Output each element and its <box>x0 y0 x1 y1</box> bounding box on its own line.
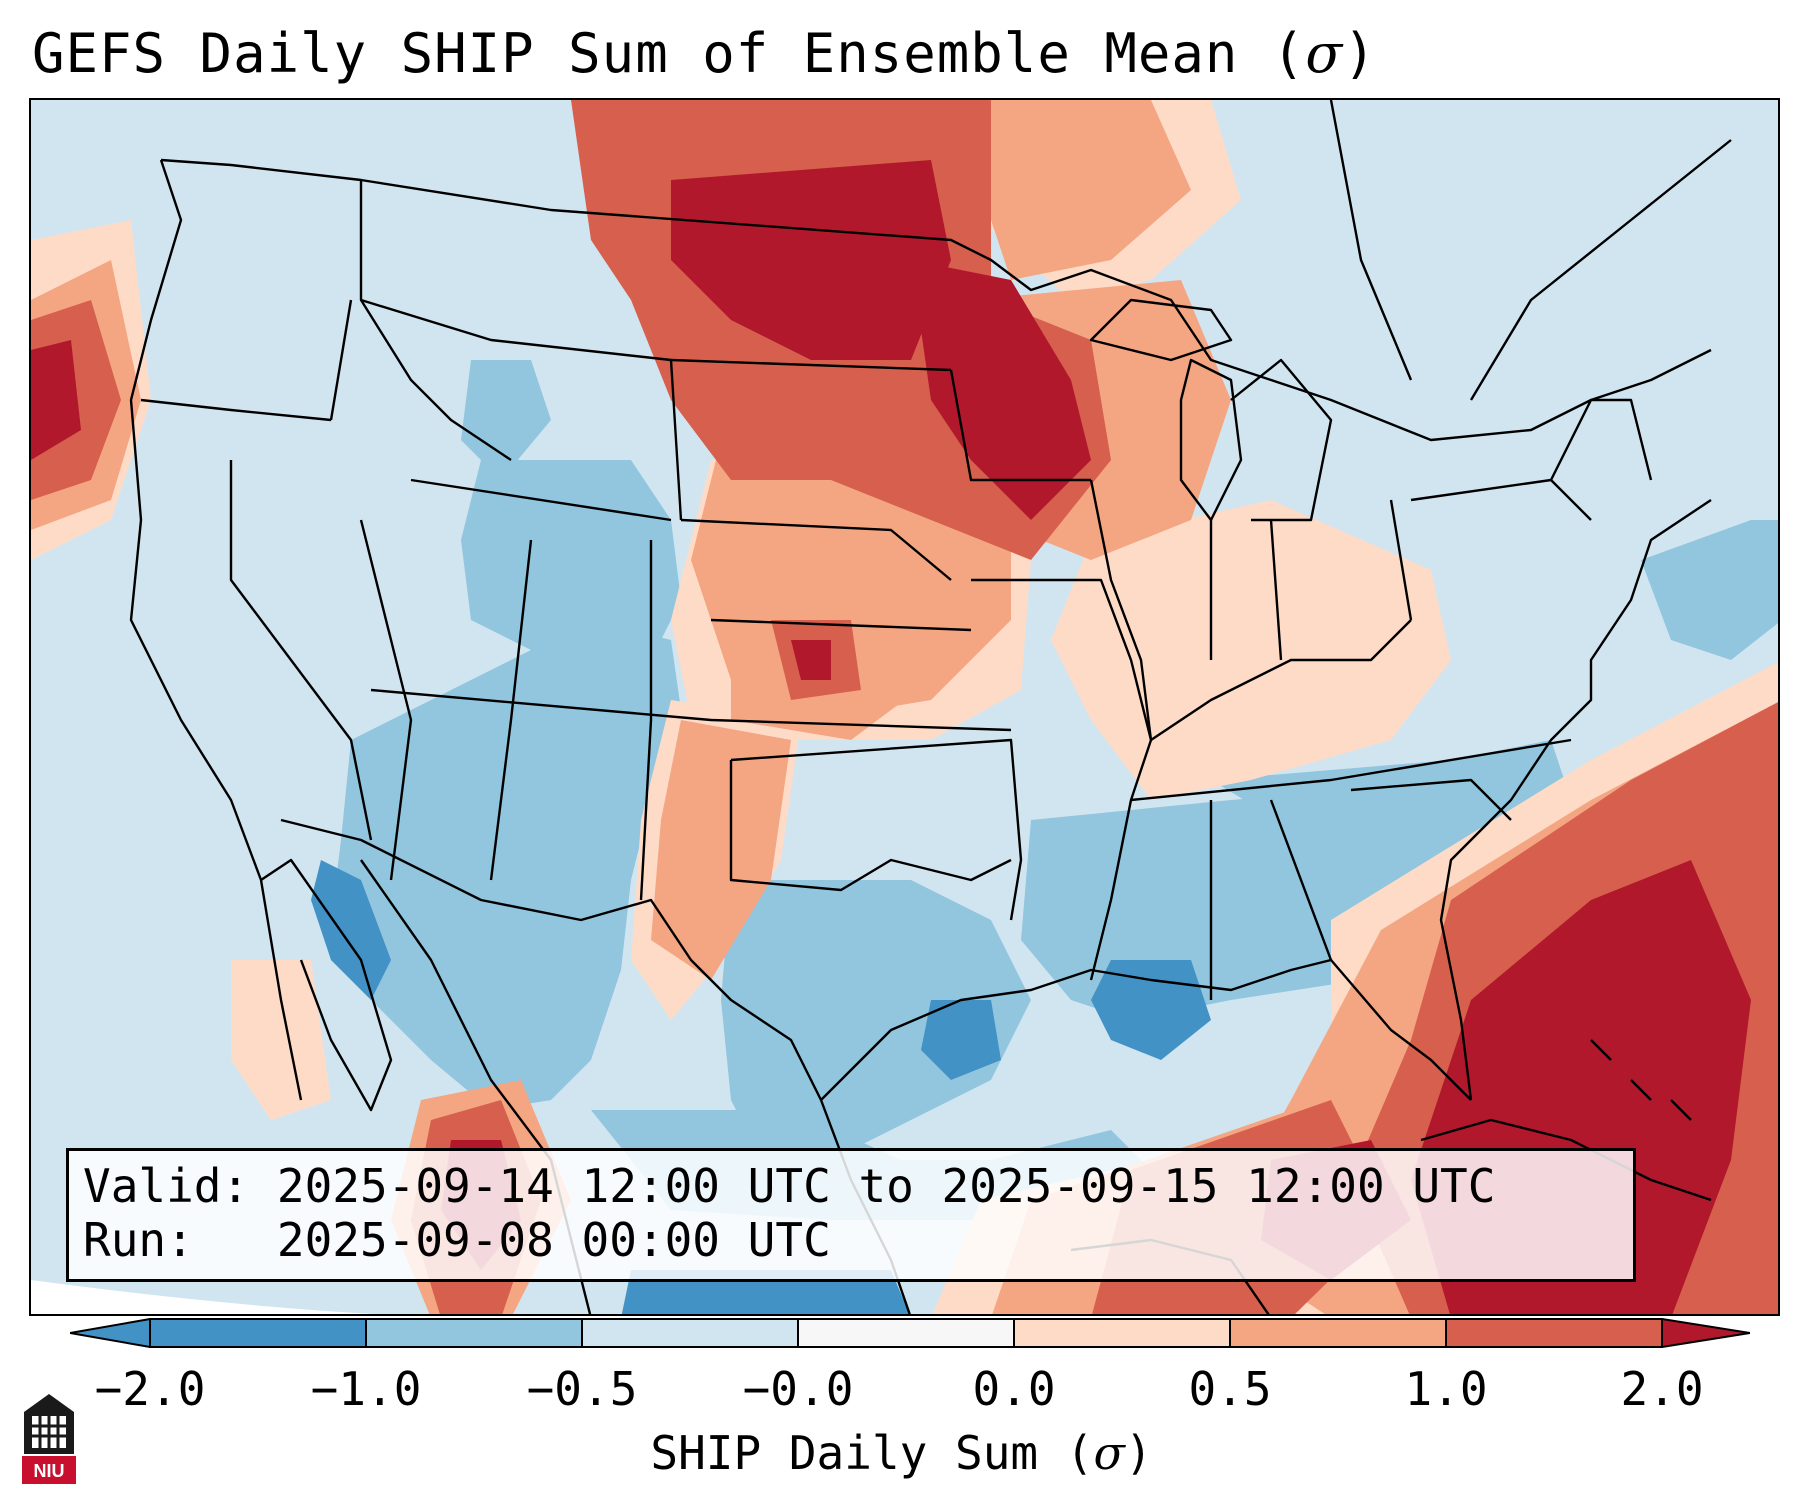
west-coast <box>129 159 303 1101</box>
kansas-oklahoma <box>710 618 972 632</box>
montana-wyoming <box>360 298 672 362</box>
oklahoma-texas <box>730 738 1023 921</box>
cuba <box>1420 1118 1712 1202</box>
colorbar <box>70 1318 1750 1348</box>
colorbar-tick-label: 2.0 <box>1620 1362 1704 1416</box>
texas-negative-region <box>721 880 1031 1180</box>
colorbar-tick-label: −0.0 <box>742 1362 854 1416</box>
logo-text: NIU <box>34 1461 65 1481</box>
colorado-negative-region <box>461 460 681 660</box>
run-value: 2025-09-08 00:00 UTC <box>276 1213 831 1267</box>
kansas-very-strong <box>791 640 831 680</box>
southern-plains-positive <box>651 720 791 980</box>
gulf-coast <box>820 958 1472 1101</box>
louisiana-strong-negative <box>1091 960 1211 1060</box>
midwest-weak-positive <box>1051 500 1451 800</box>
colorbar-tick-label: −1.0 <box>310 1362 422 1416</box>
lake-superior <box>1089 298 1233 362</box>
minnesota-very-strong <box>911 260 1091 520</box>
atlantic-coast <box>1439 499 1712 1101</box>
tennessee-line <box>1130 738 1572 802</box>
map-panel <box>29 98 1780 1316</box>
us-mexico-border <box>280 818 823 1101</box>
sigma-symbol: σ <box>1305 22 1344 85</box>
colorbar-extend-low <box>70 1318 151 1348</box>
lake-michigan <box>1179 358 1243 522</box>
niu-logo: NIU <box>22 1394 76 1484</box>
ohio-pennsylvania <box>1389 499 1413 621</box>
north-dakota-very-strong <box>671 160 951 360</box>
new-england <box>1549 398 1653 481</box>
central-texas-strong-negative <box>921 1000 1001 1080</box>
valid-value: 2025-09-14 12:00 UTC to 2025-09-15 12:00… <box>276 1159 1496 1213</box>
michigan-lower <box>1230 358 1333 522</box>
southwest-negative-region <box>331 620 681 1110</box>
utah-colorado <box>489 539 533 881</box>
nebraska-kansas <box>680 518 952 581</box>
colorbar-tick-label: 0.0 <box>972 1362 1056 1416</box>
colorbar-title: SHIP Daily Sum (σ) <box>650 1426 1153 1480</box>
iowa-missouri <box>971 578 1153 741</box>
bahamas <box>1590 1039 1692 1121</box>
colorbar-segment-1 <box>150 1319 366 1347</box>
minnesota-iowa <box>949 369 1091 482</box>
colorbar-segment-4 <box>798 1319 1014 1347</box>
colorbar-tick-label: 0.5 <box>1188 1362 1272 1416</box>
colorbar-ticks <box>149 1319 1663 1348</box>
four-corners-row <box>370 688 1012 732</box>
colorbar-tick-label: 1.0 <box>1404 1362 1488 1416</box>
washington-oregon <box>140 398 332 422</box>
colorbar-segment-7 <box>1446 1319 1662 1347</box>
dakotas-line <box>670 358 952 372</box>
quebec-lines <box>1329 100 1732 401</box>
colorbar-segment-6 <box>1230 1319 1446 1347</box>
carolinas <box>1350 778 1512 821</box>
run-label: Run: <box>83 1213 194 1267</box>
us-canada-border <box>160 158 1712 442</box>
georgia-florida <box>1269 799 1333 961</box>
valid-run-infobox: Valid: 2025-09-14 12:00 UTC to 2025-09-1… <box>66 1148 1636 1282</box>
ohio-river <box>1150 619 1412 741</box>
colorbar-extend-high <box>1661 1318 1750 1348</box>
nevada-utah <box>359 519 413 881</box>
political-borders <box>129 100 1732 1314</box>
wyoming-south <box>410 478 672 522</box>
baja-california <box>260 858 393 1112</box>
colorbar-segment-2 <box>366 1319 582 1347</box>
california-nevada <box>229 460 373 841</box>
projection-edge-white <box>31 1280 375 1314</box>
gulf-of-california-strong-negative <box>311 860 391 1000</box>
northeast-negative-region <box>1641 520 1778 660</box>
ontario-positive <box>981 100 1191 280</box>
colorbar-tick-label: −2.0 <box>94 1362 206 1416</box>
colorbar-segment-3 <box>582 1319 798 1347</box>
negative-anomaly-regions <box>331 360 1778 1220</box>
wyoming-southdakota <box>669 359 683 521</box>
colorbar-segment-5 <box>1014 1319 1230 1347</box>
colorado-kansas <box>639 540 653 901</box>
colorbar-tick-label: −0.5 <box>526 1362 638 1416</box>
indiana-ohio <box>1269 519 1283 661</box>
texas-panhandle <box>729 760 1012 892</box>
page-title: GEFS Daily SHIP Sum of Ensemble Mean (σ) <box>32 22 1377 85</box>
oregon-idaho <box>329 299 353 421</box>
idaho-montana <box>359 180 512 461</box>
great-basin-negative-region <box>461 360 551 480</box>
pacific-very-strong <box>31 340 81 460</box>
valid-label: Valid: <box>83 1159 250 1213</box>
mexico-coast-weak-positive <box>231 960 331 1120</box>
